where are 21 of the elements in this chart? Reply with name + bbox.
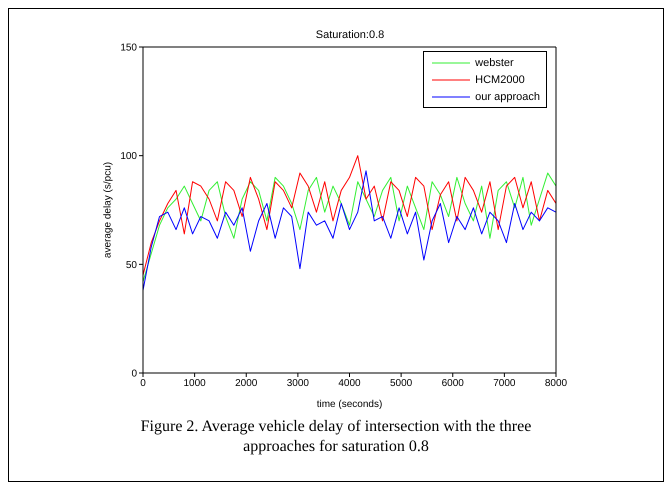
x-tick-label: 8000 [544,378,568,390]
line-series [143,155,556,276]
chart-title: Saturation:0.8 [314,29,386,41]
x-tick-label: 0 [140,378,146,390]
y-axis-title: average delay (s/pcu) [102,162,114,258]
legend-label: our approach [475,90,540,102]
x-tick-label: 3000 [286,378,310,390]
x-tick-label: 5000 [390,378,413,390]
caption: Figure 2. Average vehicle delay of intersection with the three approaches for saturation 0.8 [140,417,532,457]
y-tick-label: 0 [131,368,138,380]
legend-label: HCM2000 [475,74,525,86]
y-tick-label: 100 [120,151,138,162]
y-tick-label: 150 [120,42,138,54]
x-tick-label: 4000 [338,378,362,390]
x-axis-title: time (seconds) [316,399,382,410]
x-tick-label: 1000 [184,378,206,390]
x-tick-label: 2000 [235,378,258,390]
legend-label: webster [475,56,514,68]
x-tick-label: 6000 [442,378,464,390]
x-tick-label: 7000 [493,378,516,390]
y-tick-label: 50 [126,260,138,271]
